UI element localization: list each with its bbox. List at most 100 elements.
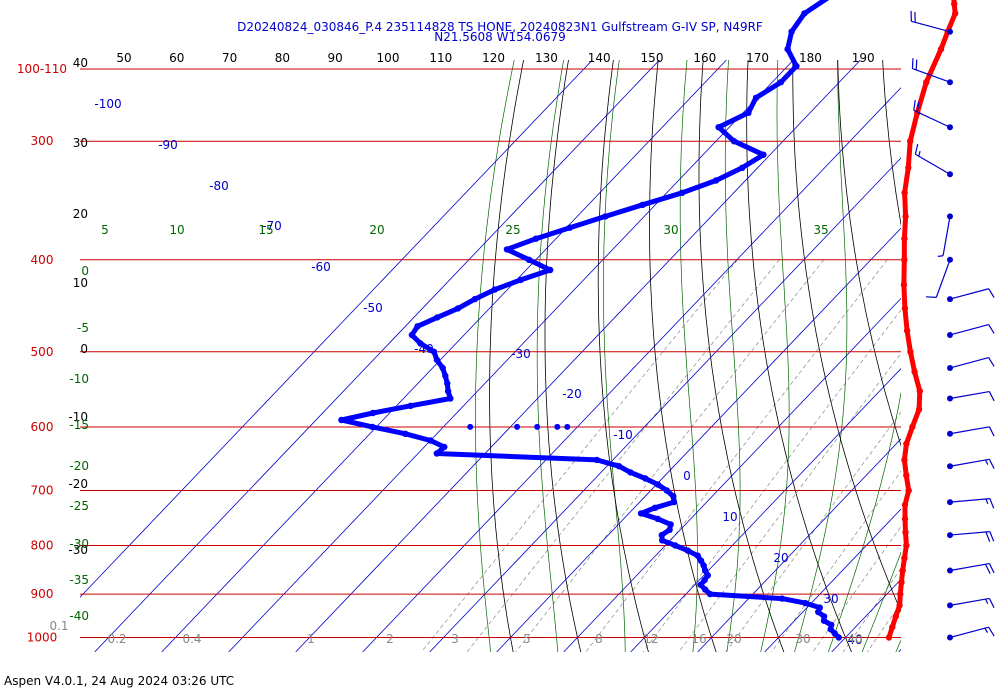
mixing-ratio-line xyxy=(771,470,901,652)
dewpoint-point xyxy=(706,590,714,598)
isotherm-label: -90 xyxy=(158,138,178,152)
isotherm-line xyxy=(697,438,901,652)
dewpoint-point xyxy=(471,295,479,303)
isotherm-line xyxy=(764,508,901,652)
mixing-ratio-label: 0.2 xyxy=(107,632,126,646)
mixing-ratio-line xyxy=(941,260,1000,658)
dewpoint-point xyxy=(739,164,746,171)
dewpoint-point xyxy=(369,423,376,431)
dewpoint-point xyxy=(715,124,722,131)
temperature-point xyxy=(901,189,908,196)
axis-labels: -100-90-80-70-60-50-40 -30-20-10010203040… xyxy=(17,51,875,647)
dewpoint-point xyxy=(534,423,541,430)
theta-e-label-left: -35 xyxy=(69,573,89,587)
dewpoint-point xyxy=(670,493,677,500)
wind-barb xyxy=(947,390,995,402)
dewpoint-profile xyxy=(338,0,842,641)
theta-label-top: 150 xyxy=(641,51,664,65)
theta-e-label-top: 10 xyxy=(169,223,184,237)
dewpoint-point xyxy=(433,450,440,457)
isotherm-label: 30 xyxy=(823,592,838,606)
dewpoint-point xyxy=(430,348,438,355)
temperature-point xyxy=(911,368,918,376)
wind-barb xyxy=(947,562,995,574)
pressure-label: 600 xyxy=(31,420,54,434)
theta-label-top: 180 xyxy=(799,51,822,65)
theta-label-left: 10 xyxy=(73,276,88,290)
dewpoint-point xyxy=(793,62,800,70)
temperature-point xyxy=(902,213,909,220)
dewpoint-point xyxy=(778,595,786,602)
dewpoint-point xyxy=(639,201,646,208)
dry-adiabat-line xyxy=(963,0,1000,658)
dewpoint-point xyxy=(417,340,424,347)
temperature-point xyxy=(896,602,903,609)
isotherm-label: 40 xyxy=(847,633,862,647)
pressure-label: 400 xyxy=(31,253,54,267)
theta-e-label-left: -5 xyxy=(77,321,89,335)
temperature-point xyxy=(903,440,910,447)
isotherm-line xyxy=(80,60,593,598)
moist-adiabat-line xyxy=(960,0,1000,658)
wind-barb xyxy=(947,498,995,509)
dewpoint-point xyxy=(745,109,752,117)
temperature-point xyxy=(901,305,909,312)
theta-label-left: -10 xyxy=(68,410,88,424)
dewpoint-point xyxy=(651,504,659,511)
isotherm-line xyxy=(831,578,901,652)
isotherm-label: -30 xyxy=(511,347,531,361)
dewpoint-point xyxy=(441,443,448,451)
mixing-ratio-label: 40 xyxy=(847,632,862,646)
pressure-label: 500 xyxy=(31,345,54,359)
temperature-point xyxy=(905,164,912,171)
isotherm-line xyxy=(563,297,901,652)
temperature-point xyxy=(901,256,908,263)
dry-adiabat-line xyxy=(792,60,901,613)
wind-barb xyxy=(937,213,953,257)
temperature-point xyxy=(909,423,916,431)
temperature-point xyxy=(915,406,923,413)
dewpoint-point xyxy=(491,286,498,293)
theta-label-top: 170 xyxy=(746,51,769,65)
isotherm-label: -20 xyxy=(562,387,582,401)
dewpoint-point xyxy=(654,481,661,488)
temperature-line xyxy=(886,0,958,640)
mixing-ratio-line xyxy=(466,259,780,652)
dewpoint-point xyxy=(338,416,345,424)
temperature-point xyxy=(901,501,909,509)
dewpoint-point xyxy=(467,423,474,430)
theta-label-left: 40 xyxy=(73,56,88,70)
temperature-point xyxy=(903,542,910,549)
dewpoint-point xyxy=(831,630,838,637)
temperature-point xyxy=(937,46,945,53)
temperature-point xyxy=(899,567,906,574)
theta-label-top: 80 xyxy=(275,51,290,65)
dewpoint-point xyxy=(701,586,709,593)
theta-e-label-left: -40 xyxy=(69,609,89,623)
dewpoint-point xyxy=(566,224,573,231)
chart-title-line1: D20240824_030846_P.4 235114828 TS HONE, … xyxy=(237,20,763,34)
theta-e-label-left: -15 xyxy=(69,418,89,432)
dewpoint-point xyxy=(547,266,554,274)
dewpoint-point xyxy=(514,423,521,430)
dewpoint-point xyxy=(684,547,691,554)
theta-label-left: 30 xyxy=(73,136,88,150)
isotherm-label: -60 xyxy=(311,260,331,274)
dewpoint-point xyxy=(602,213,609,220)
dewpoint-point xyxy=(503,246,511,253)
theta-label-top: 110 xyxy=(429,51,452,65)
footer-version: Aspen V4.0.1, 24 Aug 2024 03:26 UTC xyxy=(4,674,235,688)
dewpoint-point xyxy=(627,469,634,476)
dewpoint-point xyxy=(525,256,533,263)
theta-label-top: 160 xyxy=(693,51,716,65)
dewpoint-point xyxy=(801,10,808,17)
temperature-point xyxy=(903,472,910,479)
isotherm-line xyxy=(966,60,1000,652)
dewpoint-point xyxy=(815,608,822,616)
dewpoint-point xyxy=(712,177,720,184)
dewpoint-point xyxy=(615,463,623,470)
isotherm-line xyxy=(496,227,901,652)
temperature-point xyxy=(898,579,905,586)
theta-label-top: 50 xyxy=(116,51,131,65)
